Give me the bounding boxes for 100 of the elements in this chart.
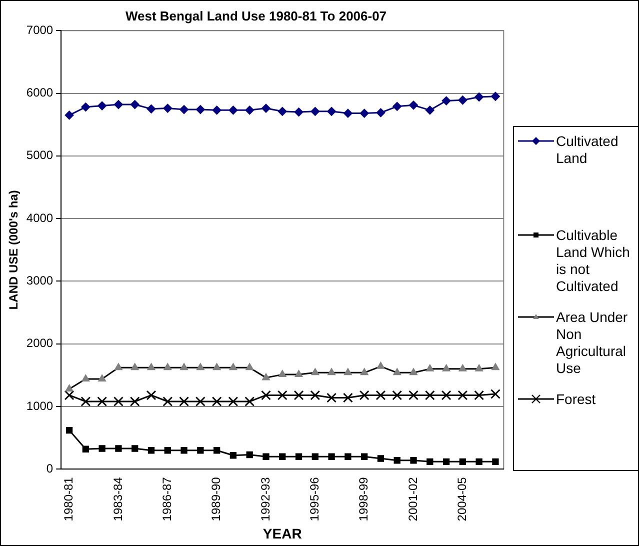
point: [376, 108, 386, 118]
point: [458, 364, 467, 372]
x-tick-label: 1989-90: [209, 476, 224, 522]
point: [195, 396, 206, 406]
point: [474, 92, 484, 102]
point: [361, 453, 368, 460]
point: [459, 458, 466, 465]
x-tick-label: 1992-93: [258, 476, 272, 522]
y-tick-label: 6000: [26, 86, 54, 100]
y-tick-label: 7000: [26, 22, 54, 37]
point: [278, 106, 287, 116]
point: [65, 384, 74, 392]
point: [180, 447, 188, 454]
point: [327, 106, 336, 116]
point: [294, 370, 303, 378]
point: [442, 364, 450, 372]
point: [344, 368, 352, 376]
point: [277, 390, 288, 400]
point: [278, 370, 286, 378]
point: [409, 100, 418, 110]
point: [474, 390, 484, 400]
point: [164, 447, 171, 454]
point: [458, 390, 468, 400]
point: [426, 458, 434, 465]
point: [260, 390, 271, 400]
point: [344, 453, 352, 460]
point: [66, 426, 73, 434]
point: [148, 447, 155, 454]
x-tick-label: 1983-84: [110, 476, 125, 522]
point: [328, 368, 336, 376]
point: [212, 106, 222, 115]
point: [424, 390, 435, 400]
point: [312, 453, 318, 460]
point: [162, 396, 173, 406]
point: [82, 374, 90, 382]
point: [476, 458, 482, 465]
point: [295, 453, 302, 460]
point: [441, 390, 452, 400]
point: [230, 452, 237, 459]
y-tick-label: 1000: [26, 398, 54, 413]
x-tick-label: 1986-87: [160, 476, 174, 522]
point: [425, 106, 434, 115]
point: [310, 106, 320, 116]
point: [64, 110, 74, 120]
point: [114, 100, 123, 110]
point: [475, 364, 484, 372]
point: [147, 363, 156, 370]
y-tick-label: 3000: [26, 274, 54, 288]
point: [394, 457, 400, 464]
legend-label: Forest: [556, 391, 597, 408]
x-tick-label: 2001-02: [406, 476, 420, 522]
point: [376, 362, 385, 369]
point: [98, 445, 106, 452]
point: [392, 390, 402, 400]
point: [426, 364, 434, 372]
point: [132, 445, 138, 452]
y-axis-title: LAND USE (000's ha): [6, 190, 21, 310]
point: [228, 396, 238, 406]
point: [410, 368, 418, 376]
point: [360, 108, 369, 118]
point: [490, 388, 500, 399]
point: [130, 363, 139, 370]
x-tick-label: 2004-05: [454, 476, 469, 522]
x-tick-label: 1998-99: [356, 476, 371, 522]
point: [310, 390, 320, 400]
point: [442, 458, 450, 465]
point: [491, 363, 500, 370]
point: [197, 447, 204, 454]
point: [98, 374, 106, 382]
point: [130, 100, 140, 110]
point: [328, 453, 335, 460]
point: [212, 363, 221, 370]
point: [359, 390, 370, 400]
y-tick-label: 0: [46, 461, 54, 476]
point: [261, 104, 270, 113]
y-tick-label: 2000: [26, 336, 54, 350]
point: [212, 396, 222, 406]
point: [146, 390, 156, 400]
point: [80, 396, 91, 406]
point: [246, 363, 254, 370]
point: [64, 390, 74, 400]
point: [164, 363, 172, 370]
point: [130, 396, 140, 406]
point: [180, 363, 188, 370]
point: [196, 105, 205, 114]
point: [393, 368, 402, 376]
chart-title: West Bengal Land Use 1980-81 To 2006-07: [125, 8, 387, 24]
legend-label: Cultivated Land: [556, 133, 620, 167]
point: [342, 392, 353, 403]
point: [115, 445, 122, 452]
legend-label: Cultivable Land Which is not Cultivated: [556, 227, 631, 295]
point: [244, 396, 255, 406]
point: [179, 396, 190, 406]
point: [294, 108, 304, 117]
point: [490, 92, 500, 101]
point: [360, 368, 368, 376]
point: [311, 368, 320, 376]
point: [163, 104, 172, 113]
point: [246, 451, 253, 458]
point: [262, 373, 270, 380]
